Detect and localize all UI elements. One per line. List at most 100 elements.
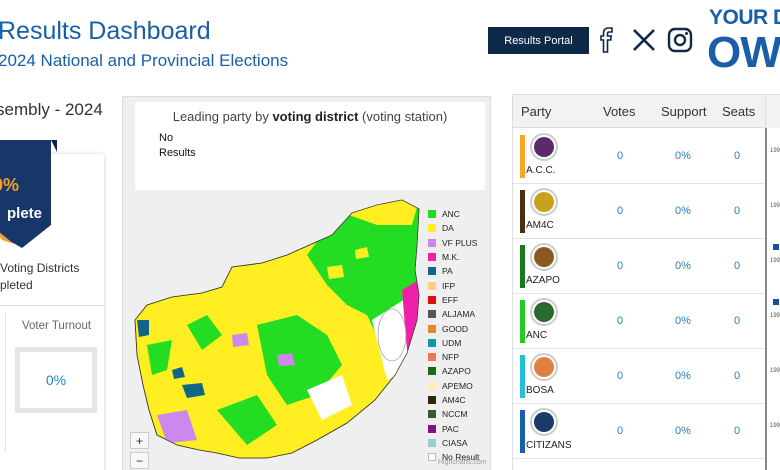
ribbon-percent: 0% [0, 175, 19, 195]
history-year-label: 199 [770, 368, 780, 374]
party-row[interactable]: AM4C 0 0% 0 [513, 184, 765, 239]
legend-swatch [428, 381, 436, 390]
history-bar-mark [773, 299, 779, 305]
brand-logo[interactable]: YOUR D OWN [707, 6, 780, 76]
party-seats: 0 [733, 315, 741, 327]
legend-label: PA [442, 266, 453, 277]
header-votes: Votes [603, 104, 636, 119]
party-logo-inner [534, 302, 554, 322]
south-africa-map[interactable] [127, 195, 429, 460]
card-divider [0, 305, 104, 306]
party-votes: 0 [616, 425, 624, 437]
map-title-box [135, 102, 485, 190]
header-party: Party [521, 104, 552, 119]
legend-item[interactable]: NCCM [428, 407, 490, 421]
party-name: ANC [526, 330, 548, 341]
legend-item[interactable]: VF PLUS [428, 236, 490, 250]
legend-item[interactable]: ALJAMA [428, 307, 490, 321]
legend-item[interactable]: UDM [428, 336, 490, 350]
party-logo-inner [534, 412, 554, 432]
legend-item[interactable]: GOOD [428, 321, 490, 335]
party-row[interactable]: BOSA 0 0% 0 [513, 349, 765, 404]
party-logo-icon [530, 353, 558, 381]
legend-item[interactable]: CIASA [428, 436, 490, 450]
legend-label: M.K. [442, 252, 460, 263]
party-logo-inner [534, 137, 554, 157]
legend-swatch [428, 224, 436, 233]
legend-swatch [428, 281, 436, 290]
legend-item[interactable]: M.K. [428, 250, 490, 264]
legend-label: NFP [442, 352, 459, 363]
zoom-in-button[interactable]: + [130, 432, 149, 449]
party-logo-icon [530, 133, 558, 161]
legend-item[interactable]: NFP [428, 350, 490, 364]
instagram-icon[interactable] [667, 27, 693, 53]
party-row[interactable]: AZAPO 0 0% 0 [513, 239, 765, 294]
legend-item[interactable]: APEMO [428, 379, 490, 393]
legend-swatch [428, 295, 436, 304]
history-year-label: 199 [770, 313, 780, 319]
legend-item[interactable]: PAC [428, 421, 490, 435]
party-row[interactable]: A.C.C. 0 0% 0 [513, 129, 765, 184]
party-votes: 0 [616, 315, 624, 327]
party-name: AZAPO [526, 275, 560, 286]
party-seats: 0 [733, 150, 741, 162]
legend-item[interactable]: ANC [428, 207, 490, 221]
legend-swatch [428, 267, 436, 276]
map-legend: ANC DA VF PLUS M.K. PA IFP EFF ALJAMA GOOD UDM NFP… [428, 207, 490, 464]
party-votes: 0 [616, 150, 624, 162]
party-logo-inner [534, 357, 554, 377]
party-color-bar [520, 135, 525, 178]
legend-swatch [428, 424, 436, 433]
voter-turnout-value: 0% [15, 347, 97, 413]
chart-credits[interactable]: Highcharts.com [438, 459, 487, 466]
legend-label: VF PLUS [442, 237, 478, 248]
legend-label: IFP [442, 280, 456, 291]
legend-swatch [428, 453, 436, 462]
party-seats: 0 [733, 370, 741, 382]
x-icon[interactable] [631, 27, 657, 53]
legend-label: CIASA [442, 437, 468, 448]
voting-districts-status: pleted [0, 278, 33, 292]
voter-turnout-label: Voter Turnout [22, 320, 92, 332]
results-portal-button[interactable]: Results Portal [488, 27, 589, 54]
table-header-row [513, 95, 765, 128]
brand-line-1: YOUR D [709, 6, 780, 29]
party-name: A.C.C. [526, 165, 556, 176]
party-row[interactable]: ANC 0 0% 0 [513, 294, 765, 349]
party-row[interactable]: CITIZANS 0 0% 0 [513, 404, 765, 459]
history-year-label: 199 [770, 423, 780, 429]
party-logo-inner [534, 247, 554, 267]
zoom-out-button[interactable]: − [130, 452, 149, 469]
legend-item[interactable]: No Result [428, 450, 490, 464]
legend-swatch [428, 353, 436, 362]
party-seats: 0 [733, 260, 741, 272]
legend-label: No Result [442, 452, 480, 463]
header-extra-column [765, 95, 780, 128]
party-support: 0% [675, 315, 691, 327]
party-votes: 0 [616, 260, 624, 272]
legend-swatch [428, 367, 436, 376]
legend-item[interactable]: AZAPO [428, 364, 490, 378]
legend-label: AM4C [442, 395, 466, 405]
legend-swatch [428, 324, 436, 333]
legend-item[interactable]: AM4C [428, 393, 490, 407]
facebook-icon[interactable] [594, 27, 620, 53]
legend-swatch [428, 253, 436, 262]
legend-item[interactable]: IFP [428, 278, 490, 292]
legend-swatch [428, 396, 436, 404]
legend-label: GOOD [442, 323, 468, 334]
history-year-label: 199 [770, 203, 780, 209]
card-vertical-divider [5, 312, 6, 452]
legend-item[interactable]: EFF [428, 293, 490, 307]
legend-item[interactable]: PA [428, 264, 490, 278]
party-name: AM4C [526, 220, 554, 231]
party-support: 0% [675, 425, 691, 437]
party-color-bar [520, 410, 525, 453]
map-title-suffix: (voting station) [358, 109, 448, 124]
no-results-line-2: Results [159, 147, 196, 159]
party-support: 0% [675, 370, 691, 382]
legend-item[interactable]: DA [428, 221, 490, 235]
party-logo-inner [534, 192, 554, 212]
party-support: 0% [675, 260, 691, 272]
